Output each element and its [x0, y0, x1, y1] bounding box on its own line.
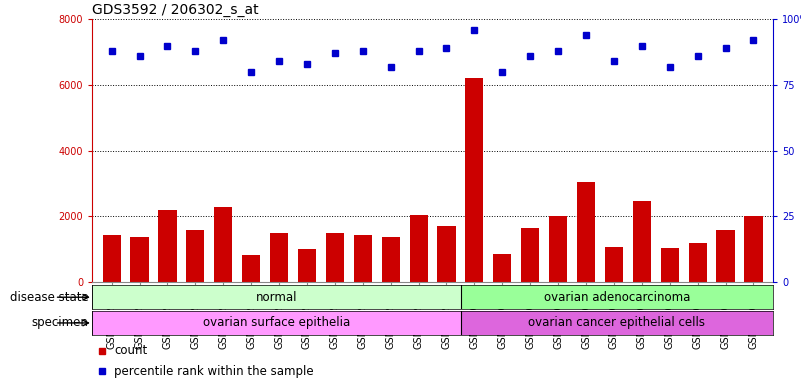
Bar — [381, 237, 400, 282]
Bar — [354, 235, 372, 282]
Bar — [270, 233, 288, 282]
Bar — [465, 78, 484, 282]
Bar — [298, 249, 316, 282]
Bar — [326, 233, 344, 282]
Bar — [461, 311, 773, 335]
Bar — [493, 254, 511, 282]
Bar — [131, 237, 149, 282]
Bar — [159, 210, 176, 282]
Bar — [577, 182, 595, 282]
Bar — [744, 217, 763, 282]
Bar — [187, 230, 204, 282]
Bar — [461, 285, 773, 309]
Bar — [633, 201, 651, 282]
Text: GDS3592 / 206302_s_at: GDS3592 / 206302_s_at — [92, 3, 259, 17]
Bar — [521, 228, 539, 282]
Text: count: count — [114, 344, 147, 358]
Text: percentile rank within the sample: percentile rank within the sample — [114, 364, 313, 377]
Bar — [242, 255, 260, 282]
Bar — [661, 248, 678, 282]
Bar — [437, 226, 456, 282]
Text: ovarian cancer epithelial cells: ovarian cancer epithelial cells — [529, 316, 706, 329]
Text: specimen: specimen — [32, 316, 89, 329]
Text: normal: normal — [256, 291, 297, 304]
Bar — [549, 217, 567, 282]
Bar — [214, 207, 232, 282]
Text: ovarian adenocarcinoma: ovarian adenocarcinoma — [544, 291, 690, 304]
Bar — [605, 247, 623, 282]
Text: disease state: disease state — [10, 291, 89, 304]
Bar — [92, 311, 461, 335]
Bar — [409, 215, 428, 282]
Bar — [716, 230, 735, 282]
Bar — [103, 235, 121, 282]
Bar — [92, 285, 461, 309]
Text: ovarian surface epithelia: ovarian surface epithelia — [203, 316, 350, 329]
Bar — [689, 243, 706, 282]
